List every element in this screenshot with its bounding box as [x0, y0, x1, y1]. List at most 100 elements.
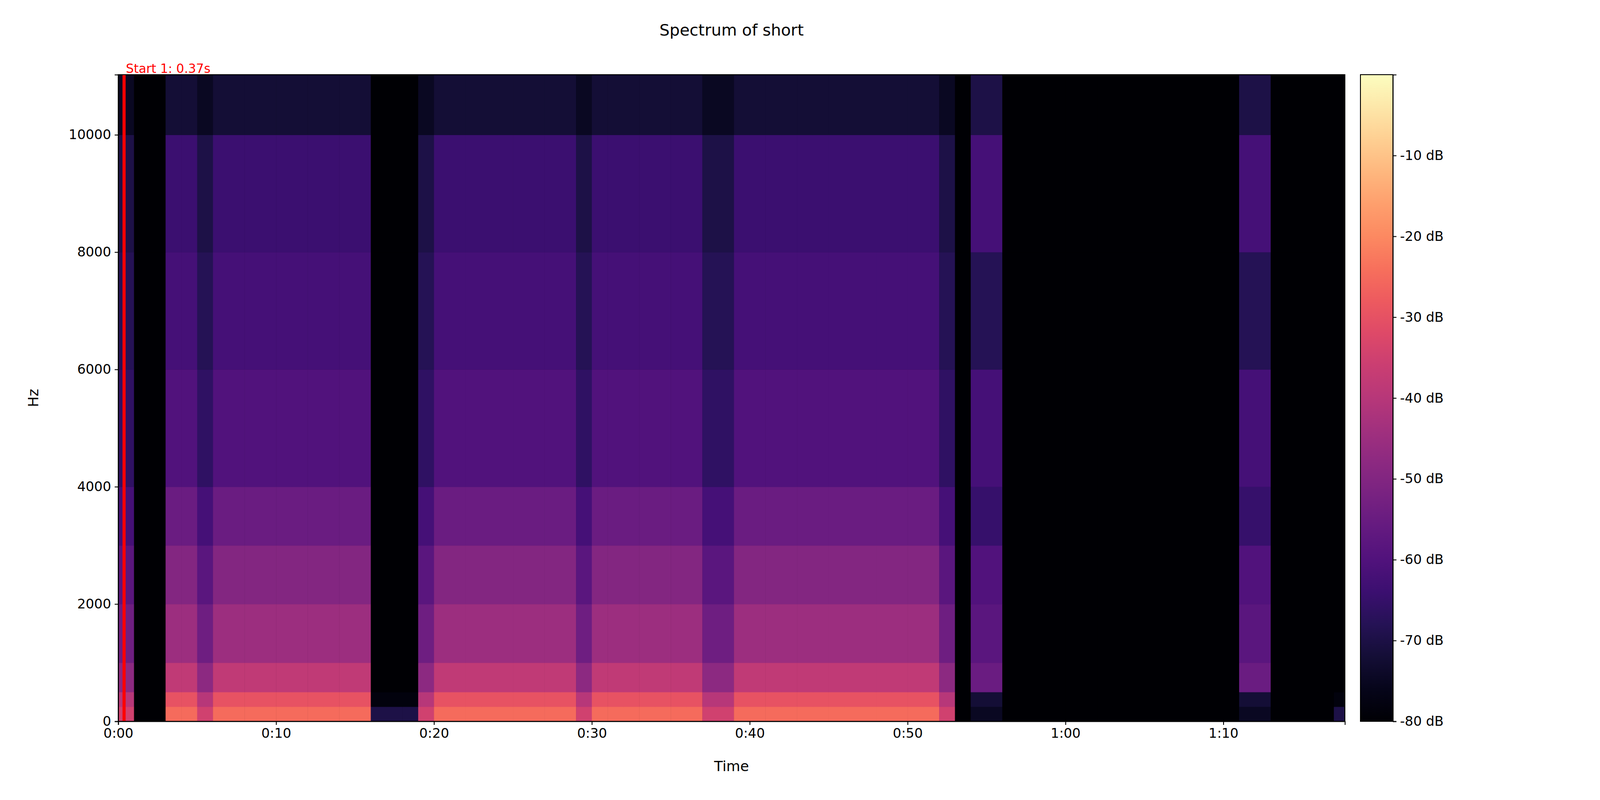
y-axis: 0200040006000800010000	[68, 75, 119, 730]
cell	[244, 706, 261, 722]
cell	[1081, 134, 1098, 252]
cell	[1333, 74, 1345, 136]
cell	[323, 604, 340, 663]
cell	[1128, 486, 1145, 546]
cell	[592, 134, 608, 252]
cell	[1002, 486, 1019, 546]
cell	[386, 252, 403, 370]
cell	[1096, 604, 1113, 663]
cell	[1302, 706, 1319, 722]
cell	[702, 369, 719, 487]
y-tick: 6000	[77, 361, 119, 377]
cell	[1286, 486, 1303, 546]
cell	[528, 545, 545, 604]
cell	[497, 692, 514, 707]
cell	[876, 706, 892, 722]
cell	[718, 692, 735, 707]
cell	[1302, 545, 1319, 604]
cell	[592, 74, 608, 136]
cell	[749, 486, 766, 546]
cell	[512, 604, 529, 663]
cell	[607, 545, 624, 604]
cell	[323, 692, 340, 707]
cell	[497, 252, 514, 370]
cell	[1302, 604, 1319, 663]
cell	[718, 134, 735, 252]
cell	[528, 486, 545, 546]
cell	[244, 486, 261, 546]
cell	[1128, 692, 1145, 707]
cell	[955, 252, 972, 370]
cell	[418, 692, 435, 707]
cell	[892, 486, 908, 546]
cell	[576, 604, 592, 663]
cell	[576, 134, 592, 252]
colorbar-tick: -80 dB	[1392, 713, 1444, 729]
y-tick: 2000	[77, 596, 119, 612]
cell	[292, 134, 308, 252]
cell	[765, 369, 782, 487]
cell	[402, 604, 419, 663]
cell	[939, 486, 956, 546]
cell	[781, 134, 798, 252]
plot-frame	[118, 74, 1345, 722]
cell	[433, 692, 450, 707]
cell	[876, 74, 892, 136]
y-tick: 10000	[68, 126, 119, 143]
cell	[607, 662, 624, 692]
cell	[481, 134, 498, 252]
cell	[165, 252, 182, 370]
cell	[1223, 604, 1240, 663]
cell	[276, 706, 292, 722]
cell	[1033, 369, 1050, 487]
cell	[1033, 486, 1050, 546]
cell	[1176, 74, 1192, 136]
x-tick: 0:50	[892, 721, 923, 741]
cell	[1207, 692, 1224, 707]
cell	[465, 692, 482, 707]
cell	[1144, 706, 1161, 722]
cell	[970, 662, 987, 692]
cell	[1302, 662, 1319, 692]
cell	[1033, 662, 1050, 692]
colorbar-tick: -40 dB	[1392, 390, 1444, 406]
cell	[418, 604, 435, 663]
cell	[560, 74, 577, 136]
cell	[497, 706, 514, 722]
cell	[355, 604, 372, 663]
cell	[1128, 134, 1145, 252]
cell	[860, 134, 876, 252]
cell	[749, 369, 766, 487]
cell	[1191, 252, 1208, 370]
cell	[560, 545, 577, 604]
cell	[1018, 252, 1035, 370]
cell	[1049, 369, 1066, 487]
cell	[844, 74, 861, 136]
cell	[1318, 486, 1335, 546]
cell	[1112, 604, 1129, 663]
cell	[181, 662, 198, 692]
cell	[733, 369, 750, 487]
cell	[181, 134, 198, 252]
cell	[1318, 252, 1335, 370]
cell	[970, 486, 987, 546]
cell	[307, 74, 324, 136]
cell	[1191, 692, 1208, 707]
cell	[876, 486, 892, 546]
x-tick-label: 0:20	[419, 725, 449, 741]
cell	[1191, 486, 1208, 546]
cell	[449, 486, 466, 546]
cell	[418, 74, 435, 136]
cell	[796, 706, 813, 722]
cell	[497, 134, 514, 252]
cell	[307, 692, 324, 707]
cell	[702, 662, 719, 692]
cell	[118, 706, 135, 722]
cell	[702, 134, 719, 252]
cell	[402, 134, 419, 252]
cell	[860, 545, 876, 604]
cell	[244, 692, 261, 707]
cell	[1318, 604, 1335, 663]
cell	[228, 545, 245, 604]
cell	[260, 604, 277, 663]
